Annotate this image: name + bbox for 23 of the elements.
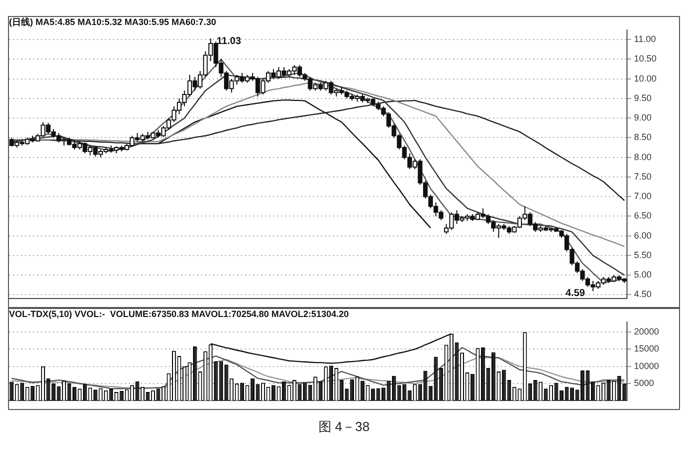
y-tick-label: 8.00 (634, 152, 652, 162)
y-tick-label: 5.50 (634, 250, 652, 260)
chart-title: VOL-TDX(5,10) VVOL:- VOLUME:67350.83 MAVOL1:70254.80 MAVOL2:51304.20 (9, 308, 349, 319)
y-tick-label: 10.00 (634, 73, 657, 84)
y-tick-label: 15000 (634, 344, 660, 354)
y-tick-label: 11.00 (634, 34, 656, 44)
y-tick-label: 5000 (634, 378, 654, 388)
y-tick-label: 20000 (634, 326, 660, 337)
y-tick-label: 7.00 (634, 191, 652, 202)
y-tick-label: 9.00 (634, 112, 652, 123)
y-tick-label: 5.00 (634, 270, 652, 280)
y-tick-label: 10000 (634, 360, 660, 371)
chart-title: (日线) MA5:4.85 MA10:5.32 MA30:5.95 MA60:7.30 (9, 16, 216, 27)
annotation: 11.03 (216, 36, 242, 48)
annotation: 4.59 (565, 288, 586, 299)
y-tick-label: 7.50 (634, 171, 652, 182)
caption: 图 4－38 (317, 418, 371, 436)
y-tick-label: 10.50 (634, 54, 657, 64)
y-tick-label: 4.50 (634, 289, 652, 300)
y-tick-label: 8.50 (634, 132, 652, 142)
y-tick-label: 9.50 (634, 92, 652, 103)
y-tick-label: 6.50 (634, 210, 652, 221)
y-tick-label: 6.00 (634, 230, 652, 240)
